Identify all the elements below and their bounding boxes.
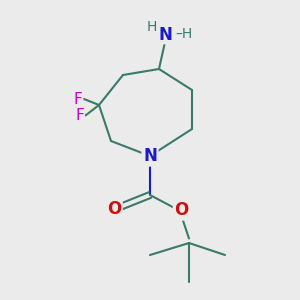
Text: F: F	[74, 92, 82, 106]
Text: F: F	[75, 108, 84, 123]
Text: N: N	[143, 147, 157, 165]
Text: N: N	[158, 26, 172, 44]
Text: H: H	[146, 20, 157, 34]
Text: O: O	[174, 201, 189, 219]
Text: O: O	[107, 200, 121, 217]
Text: –H: –H	[175, 28, 192, 41]
